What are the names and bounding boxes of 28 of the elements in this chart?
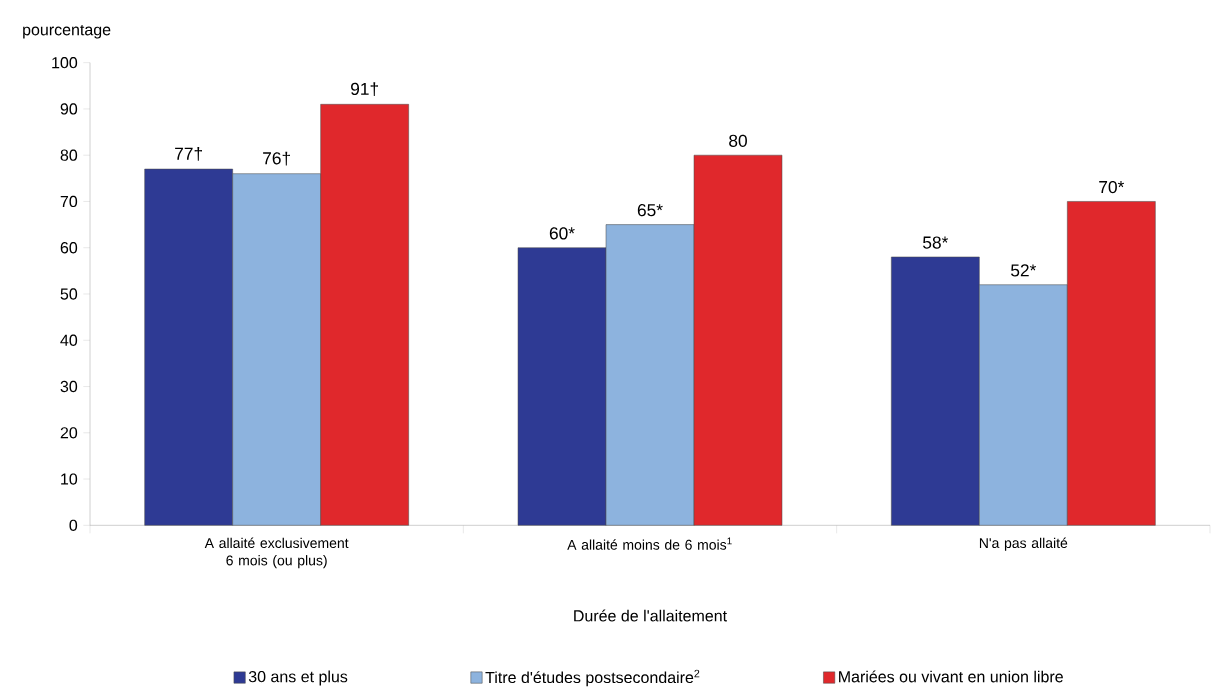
y-tick-label: 70 [60,195,78,208]
x-axis-title: Durée de l'allaitement [574,609,727,622]
data-label: 77† [175,147,202,161]
data-label: 76† [263,151,290,166]
data-label: 70* [1099,180,1125,194]
y-tick-label: 30 [60,380,78,393]
data-label: 91† [351,82,378,97]
legend-label: Titre d'études postsecondaire$^{2}$ [485,669,700,687]
data-label: 60* [549,227,575,240]
y-axis-title: pourcentage [23,24,111,39]
y-tick-label: 50 [60,288,78,300]
legend-label: Mariées ou vivant en union libre [839,670,1063,683]
x-tick-label: A allaité moins de 6 mois$^{1}$ [567,537,732,550]
y-tick-label: 0 [69,519,78,531]
y-tick-label: 10 [61,473,78,485]
y-tick-label: 100 [52,57,78,69]
data-label: 65* [637,204,663,217]
legend-label: 30 ans et plus [248,670,348,686]
data-label: 80 [729,134,747,147]
y-tick-label: 60 [60,242,78,254]
y-tick-label: 20 [60,427,78,439]
data-label: 58* [923,236,949,249]
y-tick-label: 90 [60,103,78,115]
data-label: 52* [1011,264,1037,277]
y-tick-label: 80 [60,149,78,161]
x-tick-label: N'a pas allaité [979,537,1068,551]
y-tick-label: 40 [60,334,78,346]
x-tick-label: A allaité exclusivement 6 mois (ou plus) [204,537,349,569]
